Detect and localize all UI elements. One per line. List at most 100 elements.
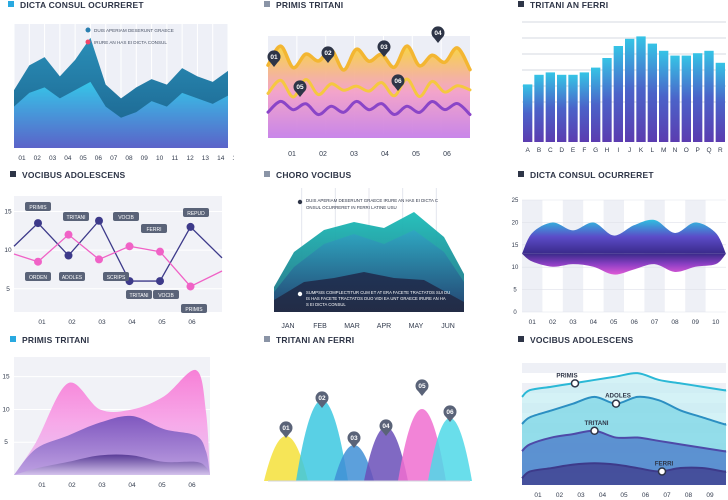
- data-point: [64, 251, 73, 260]
- chart-title: TRITANI AN FERRI: [264, 335, 354, 347]
- x-tick-label: 10: [156, 155, 164, 162]
- annotation-text: ONSUL OCURRERET IN FERRI LATINE USU: [306, 205, 397, 210]
- y-tick-label: 15: [4, 208, 12, 215]
- x-tick-label: 05: [80, 155, 88, 162]
- bar: [659, 50, 669, 142]
- x-tick-label: A: [525, 147, 530, 154]
- pin-shape: [391, 74, 405, 91]
- panel-peak-chart-8: TRITANI AN FERRI 01 02 03 04 05 06: [264, 335, 474, 500]
- x-tick-label: G: [593, 147, 598, 154]
- x-tick-label: 09: [706, 492, 714, 499]
- x-tick-label: 04: [599, 492, 607, 499]
- series-marker: [590, 426, 599, 436]
- peak: [296, 400, 348, 481]
- bar: [636, 36, 646, 142]
- panel-area-chart-1: DICTA CONSUL OCURRERET 01 02 03 04 05 06 07 08 0…: [8, 0, 234, 170]
- pin-label: 06: [394, 78, 402, 85]
- pin-shape: [431, 26, 445, 43]
- pin-shape: [321, 46, 335, 63]
- series-line: [521, 429, 728, 453]
- pin-label: 01: [282, 425, 290, 432]
- chart-title: PRIMIS TRITANI: [10, 335, 89, 347]
- y-tick-label: 15: [512, 243, 519, 249]
- pin-shape: [443, 405, 457, 422]
- chart-title: TRITANI AN FERRI: [518, 0, 608, 12]
- annotation-dot: [297, 291, 303, 297]
- bar: [704, 50, 714, 142]
- x-tick-label: 06: [188, 319, 196, 326]
- bar: [647, 43, 657, 142]
- marker-pin-icon: 05: [415, 379, 429, 396]
- area-series: [14, 81, 228, 148]
- peak: [428, 418, 472, 481]
- chart-title: DICTA CONSUL OCURRERET: [8, 0, 144, 12]
- bar: [625, 38, 635, 142]
- x-tick-label: 03: [98, 482, 106, 489]
- x-tick-label: 07: [663, 492, 671, 499]
- series-line: [13, 219, 223, 282]
- x-tick-label: 06: [443, 151, 451, 158]
- area-upper: [522, 219, 726, 254]
- x-tick-label: I: [617, 147, 619, 154]
- panel-area-chart-5: CHORO VOCIBUS DUIS APERIAM DESERUNT GRAE…: [264, 170, 474, 335]
- x-tick-label: 14: [217, 155, 225, 162]
- title-marker-icon: [8, 1, 14, 7]
- annotation-text: DUIS APERIAM DESERUNT GRAECE IRURE AN HA…: [306, 198, 438, 203]
- legend-dot: [85, 27, 91, 33]
- title-marker-icon: [518, 171, 524, 177]
- point-label-tag: [63, 212, 89, 221]
- data-point: [95, 255, 103, 264]
- pin-label: 05: [418, 383, 426, 390]
- x-tick-label: 01: [288, 151, 296, 158]
- annotation-text: IS HAS FACETE TRACTATOS DUO VIDI EA UNT …: [306, 296, 446, 301]
- bar: [670, 55, 680, 142]
- x-tick-label: Q: [706, 147, 711, 154]
- y-tick-label: 5: [4, 439, 8, 446]
- data-point: [186, 282, 195, 291]
- x-tick-label: 05: [610, 319, 618, 326]
- annotation-dot: [297, 199, 303, 205]
- legend-label: IRURE AN HAS EI DICTA CONSUL: [94, 40, 167, 45]
- bar: [613, 46, 623, 142]
- x-tick-label: 02: [549, 319, 557, 326]
- x-tick-label: 03: [350, 151, 358, 158]
- x-tick-label: 04: [381, 151, 389, 158]
- data-point: [34, 219, 42, 228]
- x-tick-label: J: [628, 147, 631, 154]
- chart-title: VOCIBUS ADOLESCENS: [518, 335, 633, 347]
- x-tick-label: 12: [187, 155, 195, 162]
- y-tick-label: 0: [513, 310, 517, 316]
- series-marker: [611, 399, 621, 408]
- x-tick-label: L: [651, 147, 655, 154]
- chart-title: DICTA CONSUL OCURRERET: [518, 170, 654, 182]
- panel-area-chart-7: PRIMIS TRITANI 15 10 5 01 02 03 04 05 06: [0, 335, 226, 500]
- pin-label: 02: [324, 50, 332, 57]
- x-tick-label: 04: [128, 319, 136, 326]
- y-tick-label: 10: [512, 265, 519, 271]
- x-tick-label: 05: [158, 319, 166, 326]
- pin-label: 05: [296, 84, 304, 91]
- marker-pin-icon: 02: [315, 391, 329, 408]
- y-tick-label: 10: [2, 406, 10, 413]
- x-tick-label: F: [582, 147, 586, 154]
- x-tick-label: 05: [158, 482, 166, 489]
- x-tick-label: 03: [98, 319, 106, 326]
- x-tick-label: 02: [319, 151, 327, 158]
- point-label-tag: [183, 208, 209, 217]
- x-tick-label: 05: [620, 492, 628, 499]
- bar: [591, 67, 601, 142]
- x-tick-label: P: [695, 147, 699, 154]
- chart-6: 25 20 15 10 5 0 01 02 03 04 05 06 07 08 09 10: [512, 198, 726, 326]
- wave-line: [266, 99, 472, 117]
- panel-line-chart-9: VOCIBUS ADOLESCENS PRIMIS ADOLES TRITANI FE…: [518, 335, 728, 500]
- x-tick-label: 04: [128, 482, 136, 489]
- x-tick-label: B: [537, 147, 541, 154]
- pin-shape: [293, 80, 307, 97]
- x-tick-label: MAY: [409, 323, 424, 330]
- x-tick-label: 05: [412, 151, 420, 158]
- title-marker-icon: [518, 1, 524, 7]
- pin-label: 03: [380, 44, 388, 51]
- x-tick-label: C: [548, 147, 553, 154]
- marker-pin-icon: 05: [293, 80, 307, 97]
- x-tick-label: 06: [642, 492, 650, 499]
